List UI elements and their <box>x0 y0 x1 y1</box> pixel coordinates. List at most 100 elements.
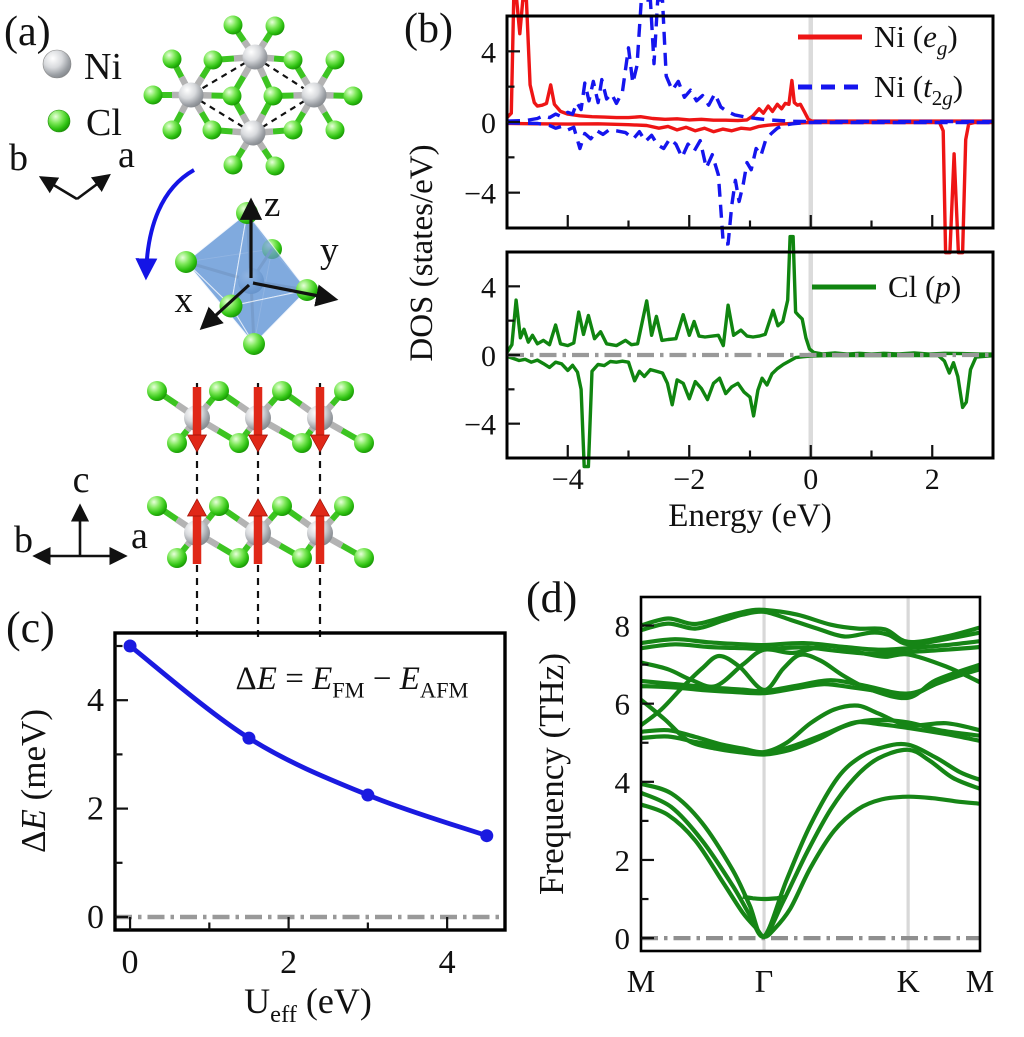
dos-series-ni-t2g-spin-down <box>506 120 993 246</box>
x-tick-label: 0 <box>122 944 139 981</box>
dos-series-cl-p-spin-down <box>506 353 994 469</box>
dos-chart-ni: 4 0 −4 <box>464 0 995 255</box>
cl-atom <box>162 49 182 69</box>
y-tick-label: −4 <box>464 409 496 442</box>
cl-atom <box>292 433 312 453</box>
data-point <box>123 639 137 653</box>
y-tick-label: 4 <box>87 682 104 719</box>
y-tick-label: −4 <box>464 178 496 211</box>
legend-label-ni-eg: Ni (eg) <box>874 19 958 60</box>
phonon-band-15 <box>640 607 981 645</box>
ni-legend-label: Ni <box>84 46 122 88</box>
rich-text-run: ) <box>947 19 957 54</box>
dos-series-ni-eg-spin-down <box>506 120 993 255</box>
cl-atom <box>147 496 167 516</box>
dos-y-axis-title: DOS (states/eV) <box>404 144 440 361</box>
cl-atom <box>202 120 222 140</box>
x-axis-label: x <box>175 280 194 321</box>
z-axis-label: z <box>264 184 280 225</box>
x-tick-label: 4 <box>439 944 456 981</box>
delta-e-annotation: ΔE = EFM − EAFM <box>236 661 469 702</box>
b-axis-arrow <box>38 176 78 201</box>
y-axis-arrow <box>252 281 339 307</box>
rich-text-run: (meV) <box>14 709 53 809</box>
cl-atom <box>162 120 182 140</box>
dos-series-cl-p-spin-up <box>505 234 993 356</box>
cl-atom <box>265 156 285 176</box>
cl-atom <box>343 86 363 106</box>
phonon-chart: 0 2 4 6 8 M Γ K M <box>615 595 994 999</box>
layer <box>147 496 374 568</box>
layer <box>147 381 374 453</box>
x-tick-label: 0 <box>803 463 818 496</box>
cl-atom <box>143 85 163 105</box>
x-axis-arrow <box>199 283 251 331</box>
rich-text-run: − <box>365 661 400 697</box>
spin-arrow-head <box>247 434 269 453</box>
ni-atom <box>240 120 266 146</box>
rich-text-run: E <box>311 661 332 697</box>
panel-d: (d) Frequency (THz) 0 2 4 6 8 M Γ K M <box>526 573 994 999</box>
rich-text-run: p <box>933 269 951 304</box>
panel-c-label: (c) <box>6 603 55 652</box>
legend-label-cl-p: Cl (p) <box>888 269 961 304</box>
cl-atom <box>243 333 265 355</box>
y-tick-label: 6 <box>615 687 631 722</box>
y-tick-label: 0 <box>615 921 631 956</box>
b-axis-label: b <box>9 137 28 179</box>
rich-text-run: FM <box>332 677 364 702</box>
cl-atom <box>167 433 187 453</box>
crystal-side-view <box>147 381 374 640</box>
dos-x-axis-title: Energy (eV) <box>668 498 831 534</box>
cl-atom <box>334 496 354 516</box>
y-tick-label: 0 <box>87 899 104 936</box>
cl-atom <box>203 50 223 70</box>
data-point <box>361 788 375 802</box>
ni-atom-icon <box>42 49 72 79</box>
plot-border <box>639 595 982 953</box>
rich-text-run: ) <box>951 269 961 304</box>
abc-axes-side <box>32 503 128 566</box>
cl-atom <box>147 381 167 401</box>
cl-atom <box>296 279 318 301</box>
phonon-band-10 <box>639 652 981 727</box>
c-axis-label: c <box>73 459 90 501</box>
spin-up-arrow <box>247 498 269 564</box>
ni-atom <box>242 44 268 70</box>
a-axis-label: a <box>131 515 148 557</box>
y-tick-label: 4 <box>481 36 496 69</box>
phonon-band-14 <box>640 609 981 647</box>
xyz-axes <box>199 197 339 331</box>
cl-atom <box>175 251 197 273</box>
cl-atom <box>354 433 374 453</box>
rotation-arrow <box>135 168 195 281</box>
y-tick-label: 4 <box>615 765 631 800</box>
spin-down-arrow <box>247 387 269 453</box>
ni-atom <box>301 82 327 108</box>
rich-text-run: eff <box>270 1001 298 1028</box>
dos-series-ni-eg-spin-up <box>505 0 993 123</box>
axis-ticks <box>115 644 449 930</box>
data-point <box>242 731 256 745</box>
spin-down-arrow <box>186 387 208 453</box>
y-tick-label: 2 <box>615 843 631 878</box>
y-tick-labels: 4 2 0 <box>87 682 104 936</box>
rich-text-run: Ni ( <box>874 19 923 54</box>
x-tick-label: 2 <box>280 944 297 981</box>
y-tick-label: 2 <box>87 791 104 828</box>
cl-atom <box>236 202 258 224</box>
y-tick-labels: 4 0 −4 <box>464 36 496 210</box>
y-tick-label: 8 <box>615 609 631 644</box>
axis-ticks <box>641 624 654 940</box>
cl-atom <box>223 15 243 35</box>
rich-text-run: E <box>14 809 53 831</box>
dos-series-ni-t2g-spin-up <box>506 0 993 124</box>
panel-a-label: (a) <box>4 9 51 55</box>
cl-atom-icon <box>47 109 71 133</box>
spin-arrow-head <box>309 498 331 517</box>
ab-axes-top <box>38 173 111 201</box>
kpoint-label: M <box>627 963 655 999</box>
species-legend: Ni Cl <box>42 46 122 144</box>
